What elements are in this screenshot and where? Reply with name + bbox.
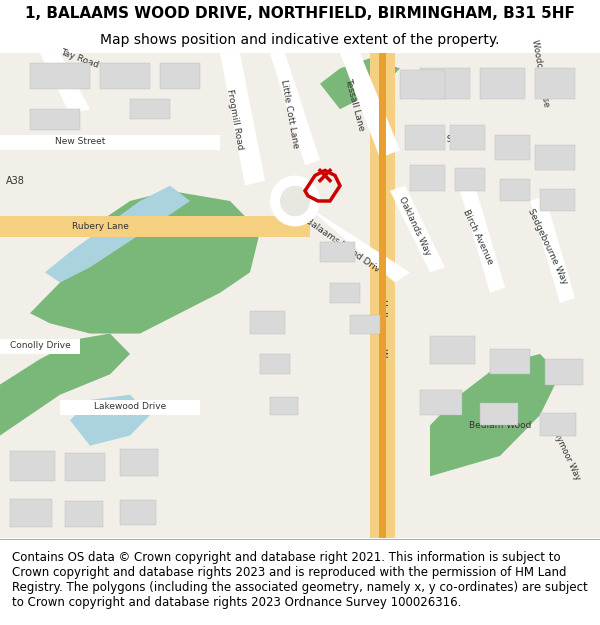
Bar	[490, 349, 530, 374]
Polygon shape	[0, 216, 310, 237]
Polygon shape	[60, 400, 200, 415]
Bar	[430, 336, 475, 364]
Text: Tay Road: Tay Road	[59, 47, 100, 69]
Bar	[320, 242, 355, 262]
Polygon shape	[320, 58, 400, 109]
Bar	[535, 145, 575, 171]
Bar	[455, 168, 485, 191]
Bar	[450, 124, 485, 150]
Polygon shape	[220, 53, 265, 186]
Polygon shape	[370, 0, 395, 538]
Bar	[420, 389, 462, 415]
Polygon shape	[70, 395, 150, 446]
Polygon shape	[40, 53, 90, 114]
Bar	[330, 282, 360, 303]
Bar	[130, 99, 170, 119]
Bar	[65, 453, 105, 481]
Polygon shape	[460, 186, 505, 292]
Polygon shape	[0, 135, 220, 150]
Bar	[350, 315, 380, 334]
Bar	[250, 311, 285, 334]
Text: Hollymoor Way: Hollymoor Way	[379, 299, 388, 368]
Bar	[120, 449, 158, 476]
Bar	[495, 135, 530, 160]
Text: Bedlam Wood: Bedlam Wood	[469, 421, 531, 430]
Text: Rubery Lane: Rubery Lane	[71, 222, 128, 231]
Text: Lakewood Drive: Lakewood Drive	[94, 402, 166, 411]
Polygon shape	[0, 334, 130, 436]
Polygon shape	[390, 186, 445, 272]
Bar	[500, 179, 530, 201]
Bar	[30, 63, 90, 89]
Bar	[400, 71, 445, 99]
Text: Conolly Drive: Conolly Drive	[10, 341, 70, 350]
Polygon shape	[45, 186, 190, 282]
Text: Sedgebourne Way: Sedgebourne Way	[526, 208, 569, 286]
Circle shape	[280, 186, 310, 216]
Bar	[545, 359, 583, 384]
Text: Balaams Wood Drive: Balaams Wood Drive	[304, 216, 386, 278]
Bar	[65, 501, 103, 528]
Bar	[480, 403, 518, 426]
Bar	[540, 413, 576, 436]
Bar	[30, 109, 80, 129]
Bar	[420, 68, 470, 99]
Bar	[270, 397, 298, 415]
Polygon shape	[30, 191, 260, 334]
Text: Oaklands Way: Oaklands Way	[397, 196, 433, 258]
Bar	[480, 68, 525, 99]
Polygon shape	[270, 53, 320, 165]
Bar	[10, 451, 55, 481]
Bar	[405, 124, 445, 150]
Text: Hollymoor Way: Hollymoor Way	[547, 420, 583, 481]
Text: Birch Avenue: Birch Avenue	[461, 208, 494, 266]
Bar	[120, 500, 156, 525]
Text: Little Cott Lane: Little Cott Lane	[280, 79, 301, 149]
Text: Tessall Lane: Tessall Lane	[344, 77, 367, 131]
Text: Play Space: Play Space	[425, 135, 475, 144]
Bar	[540, 189, 575, 211]
Text: Woodcock Close: Woodcock Close	[530, 39, 550, 108]
Bar	[100, 63, 150, 89]
Bar	[410, 165, 445, 191]
Text: Frogmill Road: Frogmill Road	[225, 88, 245, 151]
Bar	[160, 63, 200, 89]
Bar	[10, 499, 52, 528]
Polygon shape	[340, 53, 400, 158]
Polygon shape	[295, 196, 410, 282]
Text: New Street: New Street	[55, 138, 105, 146]
Text: Contains OS data © Crown copyright and database right 2021. This information is : Contains OS data © Crown copyright and d…	[12, 551, 588, 609]
Text: A38: A38	[5, 176, 25, 186]
Circle shape	[270, 176, 320, 226]
Bar	[260, 354, 290, 374]
Text: Map shows position and indicative extent of the property.: Map shows position and indicative extent…	[100, 33, 500, 47]
Text: 1, BALAAMS WOOD DRIVE, NORTHFIELD, BIRMINGHAM, B31 5HF: 1, BALAAMS WOOD DRIVE, NORTHFIELD, BIRMI…	[25, 6, 575, 21]
Polygon shape	[0, 339, 80, 354]
Polygon shape	[379, 53, 386, 538]
Polygon shape	[530, 196, 575, 303]
Bar	[535, 68, 575, 99]
Polygon shape	[430, 354, 560, 476]
